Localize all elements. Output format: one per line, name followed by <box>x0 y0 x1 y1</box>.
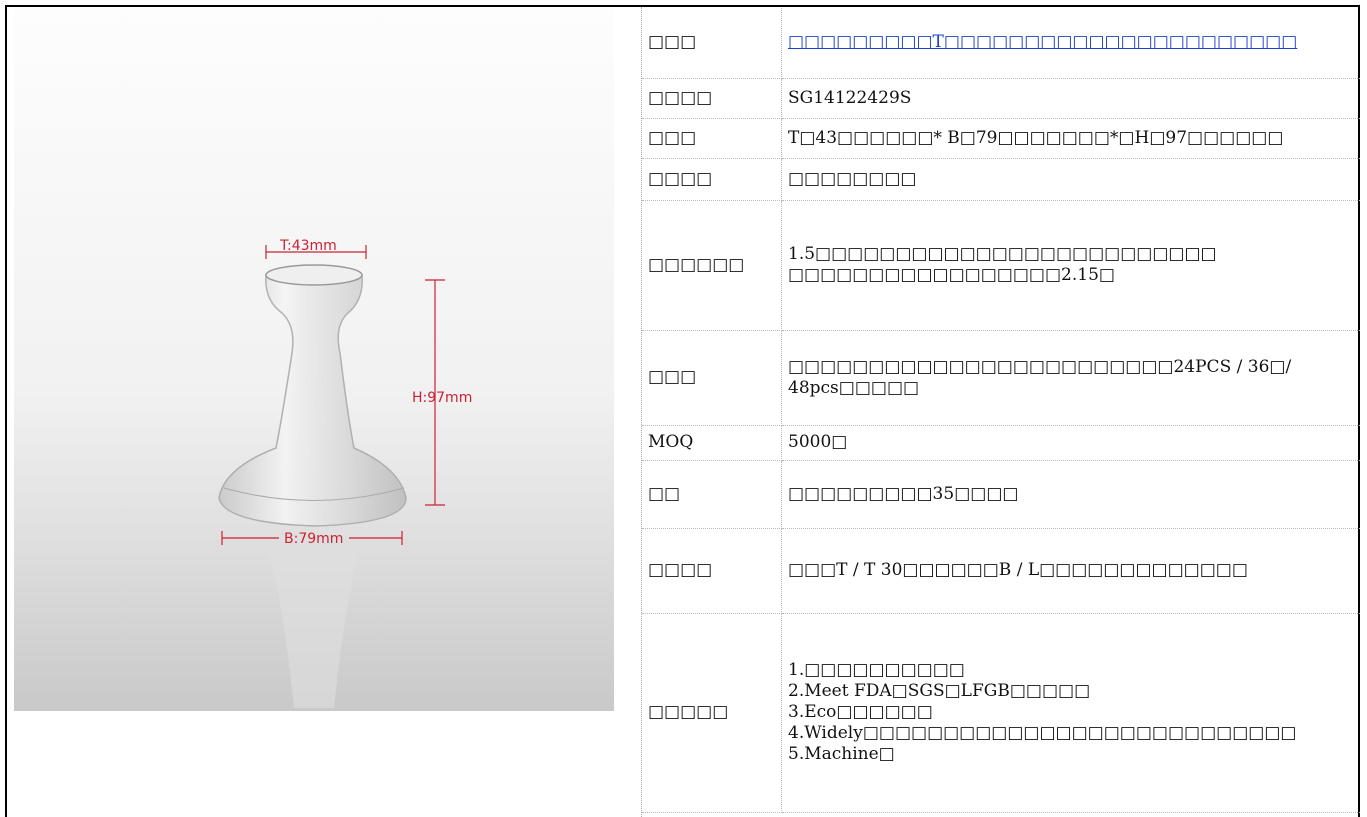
spec-label: □□□ <box>642 8 782 79</box>
spec-label: □□ <box>642 460 782 529</box>
spec-line: 3.Eco□□□□□□ <box>788 702 933 722</box>
spec-row: □□□□ □□□□□□□□ <box>642 158 1360 201</box>
spec-value: □□□□□□□□□35□□□□ <box>781 460 1360 529</box>
spec-table: □□□ □□□□□□□□□T□□□□□□□□□□□□□□□□□□□□□□ □□□□ S… <box>642 8 1360 813</box>
spec-line: 4.Widely□□□□□□□□□□□□□□□□□□□□□□□□□□□ <box>788 723 1297 743</box>
spec-value: 5000□ <box>781 425 1360 461</box>
annotation: H:97mm <box>412 390 472 406</box>
product-frame: T:43mm H:97mm B:79mm □□□ □□□□□□□□□T□□□□□□… <box>5 5 1360 817</box>
spec-label: □□□ <box>642 118 782 159</box>
spec-line: 1.5□□□□□□□□□□□□□□□□□□□□□□□□□ <box>788 244 1217 264</box>
spec-value: T□43□□□□□□* B□79□□□□□□□*□H□97□□□□□□ <box>781 118 1360 159</box>
spec-value: 1.□□□□□□□□□□ 2.Meet FDA□SGS□LFGB□□□□□ 3.Ec… <box>781 613 1360 813</box>
spec-row: □□□□ □□□T / T 30□□□□□□B / L□□□□□□□□□□□□□ <box>642 528 1360 614</box>
spec-row: □□ □□□□□□□□□35□□□□ <box>642 460 1360 529</box>
spec-value: □□□T / T 30□□□□□□B / L□□□□□□□□□□□□□ <box>781 528 1360 614</box>
product-photo: T:43mm H:97mm B:79mm <box>14 8 614 711</box>
annotation: T:43mm <box>279 238 337 254</box>
spec-label: □□□□□ <box>642 613 782 813</box>
spec-label: □□□ <box>642 330 782 426</box>
spec-label: □□□□ <box>642 158 782 201</box>
spec-line: 2.Meet FDA□SGS□LFGB□□□□□ <box>788 681 1091 701</box>
spec-row: □□□ □□□□□□□□□□□□□□□□□□□□□□□□24PCS / 36□/ … <box>642 330 1360 426</box>
spec-value: SG14122429S <box>781 78 1360 119</box>
spec-label: □□□□ <box>642 78 782 119</box>
image-cell: T:43mm H:97mm B:79mm <box>7 7 642 817</box>
product-link[interactable]: □□□□□□□□□T□□□□□□□□□□□□□□□□□□□□□□ <box>788 32 1298 53</box>
spec-line: 1.□□□□□□□□□□ <box>788 660 965 680</box>
spec-row: □□□ T□43□□□□□□* B□79□□□□□□□*□H□97□□□□□□ <box>642 118 1360 159</box>
spec-line: □□□□□□□□□□□□□□□□□2.15□ <box>788 265 1115 285</box>
annotation: B:79mm <box>284 531 343 547</box>
spec-row: □□□□ SG14122429S <box>642 78 1360 119</box>
spec-label: □□□□□□ <box>642 200 782 331</box>
spec-row: □□□□□□ 1.5□□□□□□□□□□□□□□□□□□□□□□□□□ □□□□□□… <box>642 200 1360 331</box>
spec-row: □□□ □□□□□□□□□T□□□□□□□□□□□□□□□□□□□□□□ <box>642 8 1360 79</box>
spec-row: MOQ 5000□ <box>642 425 1360 461</box>
spec-label: MOQ <box>642 425 782 461</box>
spec-row: □□□□□ 1.□□□□□□□□□□ 2.Meet FDA□SGS□LFGB□□□□… <box>642 613 1360 813</box>
spec-value: □□□□□□□□ <box>781 158 1360 201</box>
spec-value: □□□□□□□□□□□□□□□□□□□□□□□□24PCS / 36□/ 48p… <box>781 330 1360 426</box>
spec-value: 1.5□□□□□□□□□□□□□□□□□□□□□□□□□ □□□□□□□□□□□□… <box>781 200 1360 331</box>
spec-line: 5.Machine□ <box>788 744 895 764</box>
spec-value: □□□□□□□□□T□□□□□□□□□□□□□□□□□□□□□□ <box>781 8 1360 79</box>
spec-label: □□□□ <box>642 528 782 614</box>
